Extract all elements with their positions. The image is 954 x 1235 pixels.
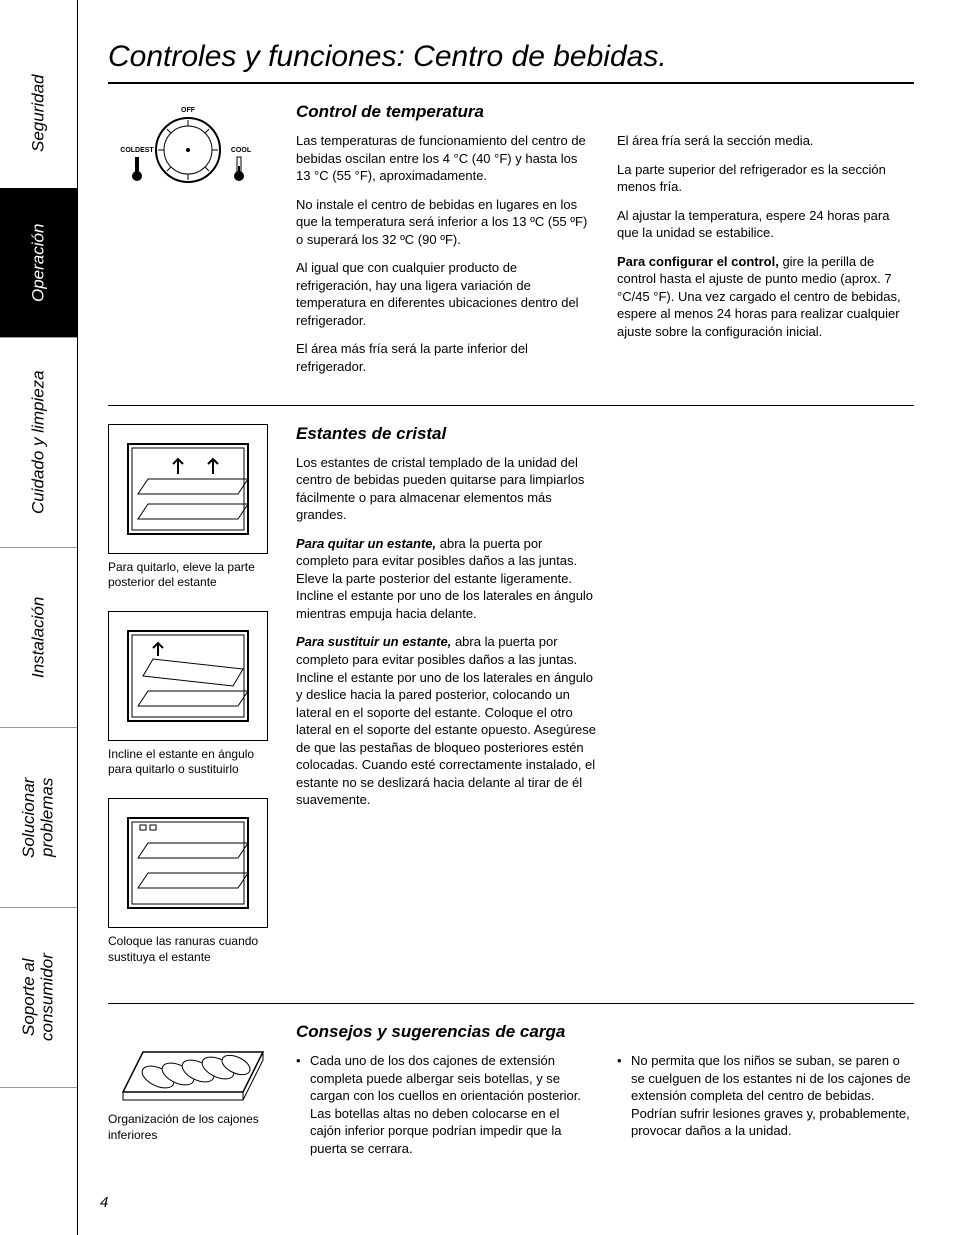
text-column: Control de temperatura Las temperaturas … [296, 102, 914, 387]
bullet-item: Cada uno de los dos cajones de extensión… [296, 1052, 593, 1157]
left-col: Cada uno de los dos cajones de extensión… [296, 1052, 593, 1167]
manual-page: Seguridad Operación Cuidado y limpieza I… [0, 0, 954, 1235]
body-text: Al igual que con cualquier producto de r… [296, 259, 593, 329]
section-heading: Consejos y sugerencias de carga [296, 1022, 914, 1042]
page-content: Controles y funciones: Centro de bebidas… [78, 0, 954, 1235]
section-shelves: Para quitarlo, eleve la parte posterior … [108, 424, 914, 1005]
side-tab-strip: Seguridad Operación Cuidado y limpieza I… [0, 0, 78, 1235]
shelf-remove-illustration [108, 424, 268, 554]
body-text: La parte superior del refrigerador es la… [617, 161, 914, 196]
illustration-caption: Incline el estante en ángulo para quitar… [108, 747, 278, 778]
body-text: No instale el centro de bebidas en lugar… [296, 196, 593, 249]
svg-text:OFF: OFF [181, 107, 196, 114]
illustration-column: Para quitarlo, eleve la parte posterior … [108, 424, 278, 986]
body-run: abra la puerta por completo para evitar … [296, 634, 596, 807]
section-temperature: OFF [108, 102, 914, 406]
body-text: Los estantes de cristal templado de la u… [296, 454, 596, 524]
left-col: Las temperaturas de funcionamiento del c… [296, 132, 593, 387]
illustration-caption: Coloque las ranuras cuando sustituya el … [108, 934, 278, 965]
illustration-caption: Organización de los cajones inferiores [108, 1112, 278, 1143]
text-column: Consejos y sugerencias de carga Cada uno… [296, 1022, 914, 1167]
illustration-column: Organización de los cajones inferiores [108, 1022, 278, 1167]
body-text: Para quitar un estante, abra la puerta p… [296, 535, 596, 623]
shelf-slots-illustration [108, 798, 268, 928]
bullet-item: No permita que los niños se suban, se pa… [617, 1052, 914, 1140]
run-in-bold: Para sustituir un estante, [296, 634, 451, 649]
page-title: Controles y funciones: Centro de bebidas… [108, 40, 914, 84]
svg-text:COLDEST: COLDEST [120, 147, 154, 154]
right-col: No permita que los niños se suban, se pa… [617, 1052, 914, 1167]
text-column: Estantes de cristal Los estantes de cris… [296, 424, 914, 986]
illustration-caption: Para quitarlo, eleve la parte posterior … [108, 560, 278, 591]
tab-operacion[interactable]: Operación [0, 188, 77, 338]
section-heading: Estantes de cristal [296, 424, 914, 444]
run-in-bold: Para configurar el control, [617, 254, 779, 269]
tab-seguridad[interactable]: Seguridad [0, 38, 77, 188]
right-col: El área fría será la sección media. La p… [617, 132, 914, 387]
illustration-column: OFF [108, 102, 278, 387]
body-text: El área más fría será la parte inferior … [296, 340, 593, 375]
section-tips: Organización de los cajones inferiores C… [108, 1022, 914, 1185]
body-text: Para configurar el control, gire la peri… [617, 253, 914, 341]
tab-solucionar[interactable]: Solucionar problemas [0, 728, 77, 908]
body-text: Para sustituir un estante, abra la puert… [296, 633, 596, 808]
tab-instalacion[interactable]: Instalación [0, 548, 77, 728]
section-heading: Control de temperatura [296, 102, 914, 122]
run-in-bold: Para quitar un estante, [296, 536, 436, 551]
page-number: 4 [100, 1194, 108, 1211]
body-text: Las temperaturas de funcionamiento del c… [296, 132, 593, 185]
tab-cuidado[interactable]: Cuidado y limpieza [0, 338, 77, 548]
shelf-tilt-illustration [108, 611, 268, 741]
temperature-dial-icon: OFF [113, 102, 263, 192]
body-text: Al ajustar la temperatura, espere 24 hor… [617, 207, 914, 242]
tab-soporte[interactable]: Soporte al consumidor [0, 908, 77, 1088]
svg-text:COOL: COOL [231, 147, 252, 154]
bottle-drawer-illustration [108, 1022, 278, 1112]
body-text: El área fría será la sección media. [617, 132, 914, 150]
